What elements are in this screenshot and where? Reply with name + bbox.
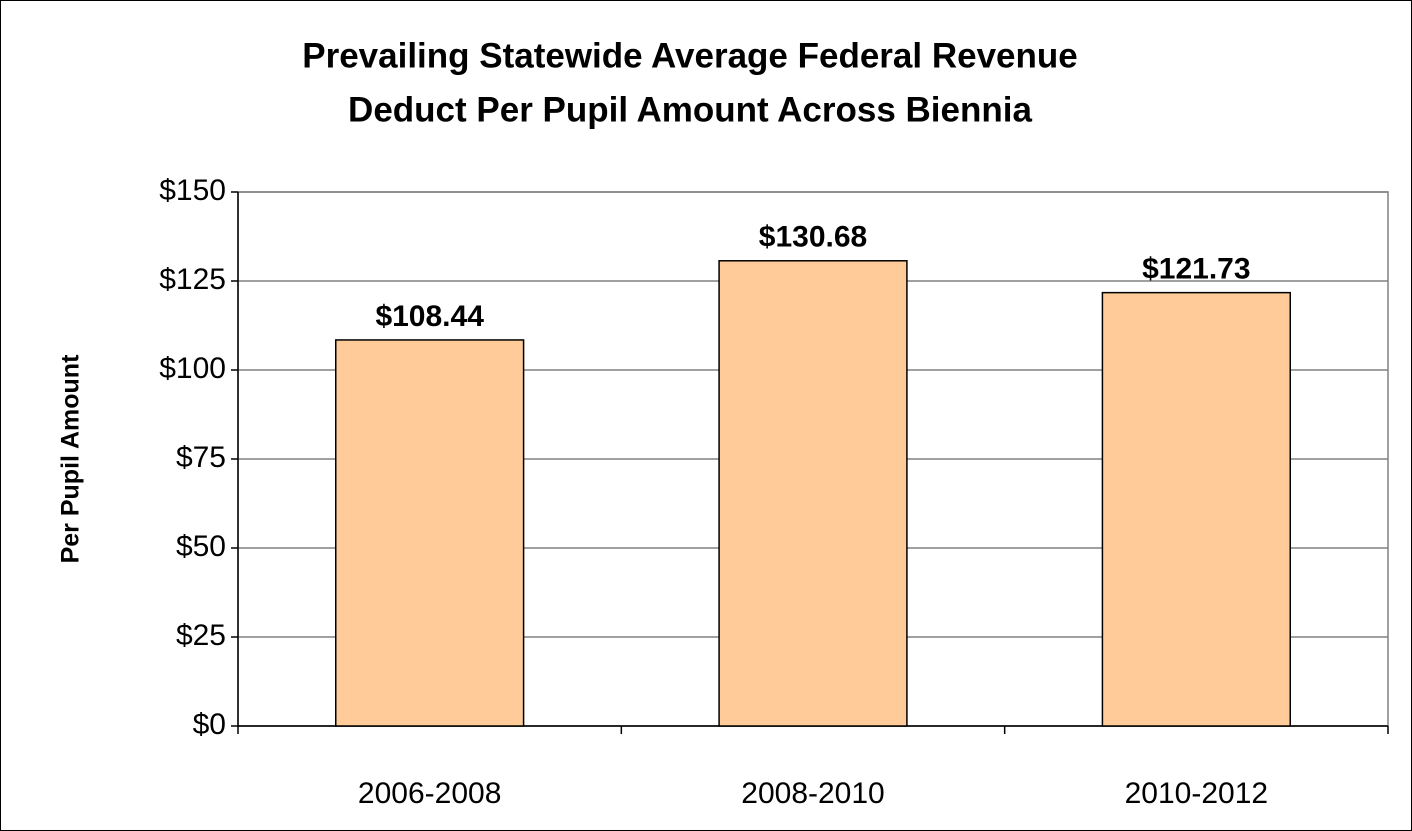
x-tick-label: 2006-2008: [358, 777, 501, 810]
y-axis-label: Per Pupil Amount: [57, 354, 85, 563]
y-tick-label: $75: [176, 441, 226, 474]
y-tick-label: $25: [176, 619, 226, 652]
y-tick-label: $150: [159, 174, 226, 207]
chart-title: Prevailing Statewide Average Federal Rev…: [302, 36, 1078, 75]
y-tick-label: $50: [176, 530, 226, 563]
value-label: $130.68: [759, 221, 867, 254]
value-label: $108.44: [375, 300, 484, 333]
chart-title: Deduct Per Pupil Amount Across Biennia: [348, 90, 1032, 129]
y-tick-label: $125: [159, 263, 226, 296]
bar: [335, 339, 525, 727]
y-tick-label: $0: [193, 708, 226, 741]
bar: [718, 260, 908, 727]
x-tick-label: 2008-2010: [741, 777, 884, 810]
bar: [1101, 291, 1291, 727]
x-tick-label: 2010-2012: [1125, 777, 1268, 810]
y-tick-label: $100: [159, 352, 226, 385]
value-label: $121.73: [1142, 253, 1250, 286]
